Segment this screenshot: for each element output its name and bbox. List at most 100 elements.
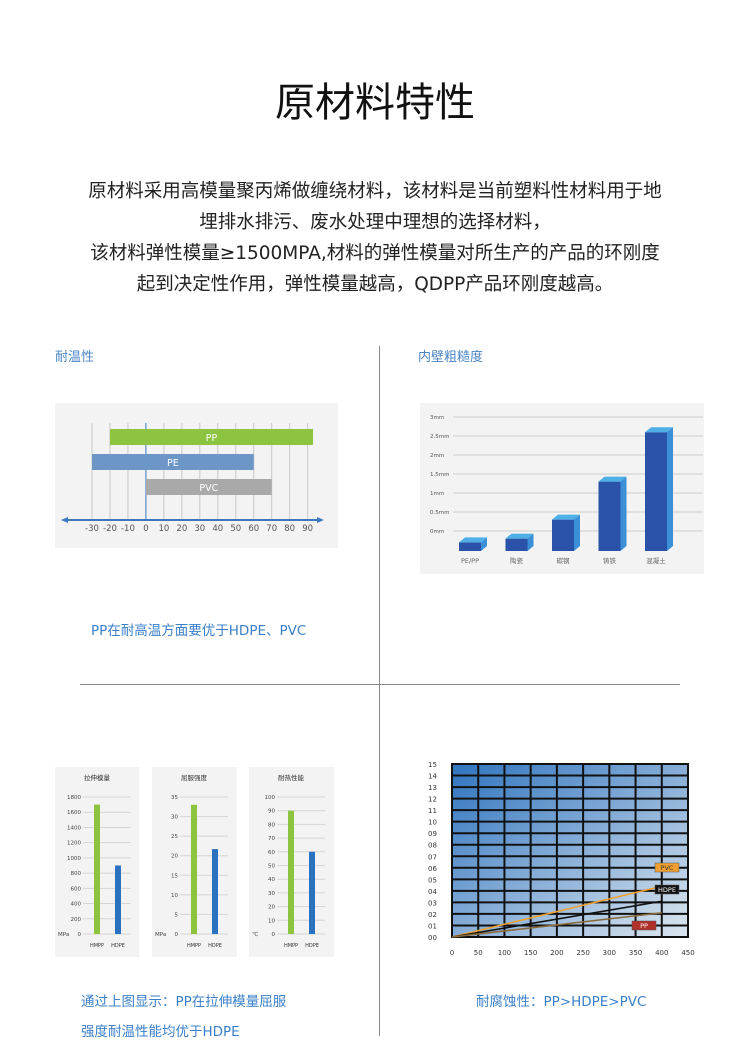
bar-label: PVC — [199, 483, 218, 494]
y-tick-label: 02 — [428, 911, 437, 919]
bar — [115, 865, 121, 934]
rough-section-label: 内壁粗糙度 — [418, 350, 484, 365]
x-tick-label: 碳钢 — [557, 556, 571, 565]
yield-strength-chart: 屈服强度 0 5 10 15 20 25 30 35 MPa HMPP HDPE — [152, 767, 237, 957]
y-tick-label: 100 — [265, 795, 276, 801]
unit-label: MPa — [58, 932, 69, 938]
x-tick-label: 陶瓷 — [510, 556, 524, 565]
y-tick-label: 03 — [428, 899, 437, 907]
x-tick-label: -10 — [121, 524, 135, 534]
range-bar — [109, 429, 314, 445]
y-tick-label: 200 — [71, 917, 82, 923]
y-tick-label: 15 — [428, 761, 437, 769]
y-tick-label: 30 — [268, 891, 275, 897]
y-tick-label: 10 — [268, 918, 275, 924]
y-tick-label: 5 — [175, 912, 179, 918]
y-tick-label: 1.5mm — [430, 472, 449, 478]
x-tick-label: 50 — [474, 949, 483, 957]
series-line — [451, 885, 662, 938]
bar — [191, 804, 197, 934]
temp-section-label: 耐温性 — [55, 350, 95, 365]
tensile-modulus-chart: 拉伸模量 0 200 400 600 800 1000 1200 1400 1600 1800 MPa… — [55, 767, 139, 957]
y-tick-label: 0 — [78, 932, 82, 938]
y-tick-label: 60 — [268, 850, 275, 856]
x-tick-label: 200 — [550, 949, 563, 957]
x-tick-label: HDPE — [111, 943, 125, 949]
series-line — [451, 911, 662, 938]
x-tick-label: 50 — [230, 524, 241, 534]
bar — [309, 851, 315, 934]
y-tick-label: 25 — [171, 834, 178, 840]
y-tick-label: 50 — [268, 864, 275, 870]
x-tick-label: 40 — [212, 524, 223, 534]
x-tick-label: HDPE — [208, 943, 222, 949]
x-tick-label: 100 — [498, 949, 511, 957]
temperature-range-chart: -30 -20 -10 0 10 20 30 40 50 60 70 80 90 PP PE PVC — [55, 403, 338, 548]
mech-caption-2: 强度耐温性能均优于HDPE — [81, 1024, 240, 1040]
bar-top — [459, 537, 487, 543]
bar-side — [574, 514, 580, 551]
y-tick-label: 0.5mm — [430, 510, 449, 516]
y-tick-label: 07 — [428, 853, 437, 861]
y-tick-label: 10 — [428, 819, 437, 827]
y-tick-label: 04 — [428, 888, 437, 896]
series-label-box — [631, 920, 657, 931]
unit-label: MPa — [155, 932, 166, 938]
y-tick-label: 2.5mm — [430, 434, 449, 440]
bar-label: PP — [206, 433, 218, 444]
chart-title: 耐热性能 — [278, 773, 305, 782]
y-tick-label: 1000 — [67, 856, 81, 862]
y-tick-label: 15 — [171, 873, 178, 879]
bar — [459, 542, 481, 551]
y-tick-label: 00 — [428, 934, 437, 942]
y-tick-label: 10 — [171, 893, 178, 899]
chart-title: 拉伸模量 — [84, 773, 111, 782]
bar-top — [505, 533, 534, 539]
y-tick-label: 40 — [268, 877, 275, 883]
range-bar — [92, 454, 254, 470]
x-tick-label: PE/PP — [461, 557, 479, 565]
y-tick-label: 600 — [71, 886, 82, 892]
corrosion-caption: 耐腐蚀性：PP>HDPE>PVC — [476, 994, 647, 1010]
y-tick-label: 01 — [428, 922, 437, 930]
y-tick-label: 05 — [428, 876, 437, 884]
y-tick-label: 11 — [428, 807, 437, 815]
y-tick-label: 0 — [272, 932, 276, 938]
x-tick-label: 150 — [524, 949, 537, 957]
bar — [212, 849, 218, 934]
y-tick-label: 35 — [171, 795, 178, 801]
x-tick-label: 350 — [629, 949, 642, 957]
x-tick-label: 90 — [302, 524, 313, 534]
x-tick-label: -20 — [103, 524, 117, 534]
bar-side — [481, 537, 487, 551]
bar — [552, 519, 574, 551]
x-tick-label: 70 — [266, 524, 277, 534]
x-tick-label: HMPP — [90, 943, 104, 949]
horizontal-divider — [80, 684, 680, 685]
bar-top — [552, 514, 580, 520]
bar — [505, 538, 528, 551]
y-tick-label: 2mm — [430, 453, 444, 459]
chart-title: 屈服强度 — [181, 773, 208, 782]
y-tick-label: 400 — [71, 902, 82, 908]
x-tick-label: 20 — [176, 524, 187, 534]
x-tick-label: 450 — [681, 949, 694, 957]
mech-caption-1: 通过上图显示：PP在拉伸模量屈服 — [81, 994, 287, 1010]
bar-top — [598, 476, 627, 482]
corrosion-chart: 0 50 100 150 200 250 300 350 400 450 00 01 02 03 04 05 0… — [428, 761, 695, 957]
y-tick-label: 20 — [268, 905, 275, 911]
y-tick-label: 06 — [428, 865, 437, 873]
bar — [94, 804, 100, 934]
x-tick-label: 0 — [450, 949, 454, 957]
x-tick-label: 30 — [194, 524, 205, 534]
x-tick-label: 250 — [576, 949, 589, 957]
x-tick-label: 80 — [284, 524, 295, 534]
plot-area — [451, 763, 689, 938]
series-label: PP — [640, 922, 648, 930]
x-tick-label: HMPP — [187, 943, 201, 949]
y-tick-label: 80 — [268, 822, 275, 828]
bar-label: PE — [167, 458, 179, 469]
intro-line: 埋排水排污、废水处理中理想的选择材料， — [199, 212, 551, 233]
series-label: HDPE — [658, 886, 676, 894]
intro-line: 原材料采用高模量聚丙烯做缠绕材料，该材料是当前塑料性材料用于地 — [88, 181, 662, 202]
